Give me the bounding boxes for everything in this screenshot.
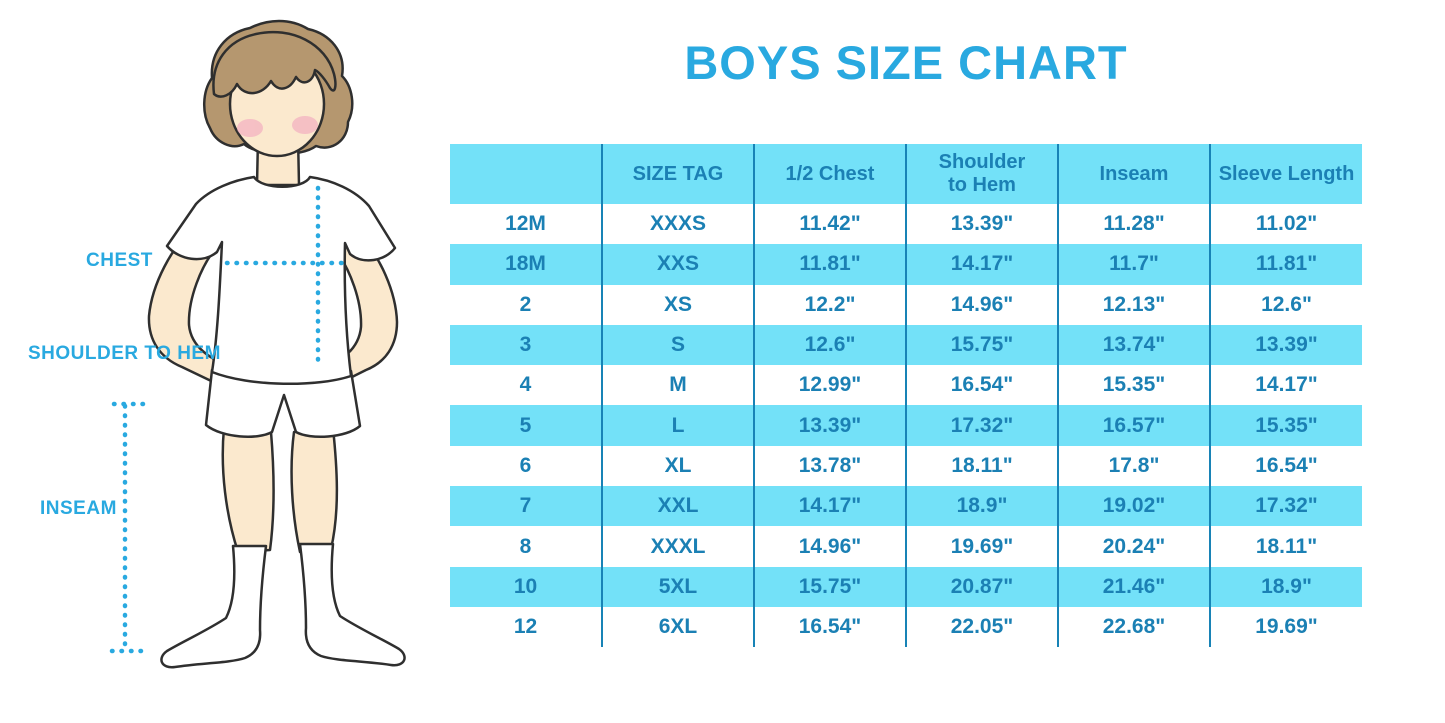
boy-shirt	[165, 175, 397, 385]
shoulder-to-hem-cell: 17.32"	[905, 405, 1058, 446]
boy-cheek-left	[237, 119, 263, 137]
size-cell: 4	[450, 365, 602, 406]
size-tag-cell: 6XL	[601, 606, 754, 648]
half-chest-cell: 11.81"	[753, 244, 906, 285]
chest-label: CHEST	[86, 250, 153, 271]
sleeve-length-cell: 17.32"	[1209, 486, 1362, 527]
boy-sock-right	[298, 542, 406, 667]
sleeve-length-cell: 13.39"	[1209, 324, 1362, 366]
half-chest-cell: 11.42"	[753, 204, 906, 245]
column-header-size-tag: SIZE TAG	[601, 144, 754, 204]
inseam-cell: 21.46"	[1057, 566, 1210, 607]
sleeve-length-cell: 14.17"	[1209, 365, 1362, 406]
column-header-sleeve-length: Sleeve Length	[1209, 144, 1362, 204]
half-chest-cell: 12.6"	[753, 324, 906, 366]
inseam-cell: 17.8"	[1057, 445, 1210, 487]
size-tag-cell: XXS	[601, 244, 754, 285]
size-cell: 18M	[450, 244, 602, 285]
table-row: 18M XXS 11.81" 14.17" 11.7" 11.81"	[450, 244, 1362, 285]
size-tag-cell: S	[601, 324, 754, 366]
column-header-shoulder-to-hem: Shoulder to Hem	[905, 144, 1058, 204]
boy-hair-fringe	[212, 30, 337, 98]
inseam-cell: 19.02"	[1057, 486, 1210, 527]
shoulder-to-hem-label: SHOULDER TO HEM	[28, 343, 221, 364]
shoulder-to-hem-cell: 14.96"	[905, 284, 1058, 325]
column-header-inseam: Inseam	[1057, 144, 1210, 204]
size-tag-cell: XXXL	[601, 526, 754, 567]
inseam-cell: 11.28"	[1057, 204, 1210, 245]
size-chart-table: SIZE TAG 1/2 Chest Shoulder to Hem Insea…	[450, 144, 1362, 648]
column-header-half-chest: 1/2 Chest	[753, 144, 906, 204]
size-tag-cell: 5XL	[601, 566, 754, 607]
shoulder-to-hem-cell: 13.39"	[905, 204, 1058, 245]
inseam-cell: 20.24"	[1057, 526, 1210, 567]
size-cell: 7	[450, 486, 602, 527]
half-chest-cell: 14.17"	[753, 486, 906, 527]
half-chest-cell: 15.75"	[753, 566, 906, 607]
column-header-size	[450, 144, 602, 204]
sleeve-length-cell: 18.9"	[1209, 566, 1362, 607]
size-cell: 10	[450, 566, 602, 607]
half-chest-cell: 14.96"	[753, 526, 906, 567]
boy-leg-left	[221, 426, 275, 554]
page-title: BOYS SIZE CHART	[684, 36, 1128, 89]
size-tag-cell: XXL	[601, 486, 754, 527]
inseam-label: INSEAM	[40, 498, 117, 519]
table-row: 4 M 12.99" 16.54" 15.35" 14.17"	[450, 365, 1362, 406]
table-row: 8 XXXL 14.96" 19.69" 20.24" 18.11"	[450, 526, 1362, 567]
size-cell: 2	[450, 284, 602, 325]
table-row: 10 5XL 15.75" 20.87" 21.46" 18.9"	[450, 566, 1362, 607]
table-row: 12 6XL 16.54" 22.05" 22.68" 19.69"	[450, 606, 1362, 648]
half-chest-cell: 16.54"	[753, 606, 906, 648]
sleeve-length-cell: 11.02"	[1209, 204, 1362, 245]
header-row: SIZE TAG 1/2 Chest Shoulder to Hem Insea…	[450, 144, 1362, 204]
size-cell: 5	[450, 405, 602, 446]
sleeve-length-cell: 19.69"	[1209, 606, 1362, 648]
shoulder-to-hem-cell: 16.54"	[905, 365, 1058, 406]
half-chest-cell: 12.2"	[753, 284, 906, 325]
half-chest-cell: 13.39"	[753, 405, 906, 446]
size-cell: 12M	[450, 204, 602, 245]
size-cell: 8	[450, 526, 602, 567]
size-tag-cell: L	[601, 405, 754, 446]
inseam-cell: 15.35"	[1057, 365, 1210, 406]
shoulder-to-hem-cell: 15.75"	[905, 324, 1058, 366]
table-row: 2 XS 12.2" 14.96" 12.13" 12.6"	[450, 284, 1362, 325]
size-tag-cell: M	[601, 365, 754, 406]
size-tag-cell: XS	[601, 284, 754, 325]
shoulder-to-hem-cell: 14.17"	[905, 244, 1058, 285]
size-tag-cell: XXXS	[601, 204, 754, 245]
shoulder-to-hem-cell: 19.69"	[905, 526, 1058, 567]
inseam-cell: 12.13"	[1057, 284, 1210, 325]
inseam-cell: 13.74"	[1057, 324, 1210, 366]
table-row: 5 L 13.39" 17.32" 16.57" 15.35"	[450, 405, 1362, 446]
inseam-cell: 11.7"	[1057, 244, 1210, 285]
sleeve-length-cell: 16.54"	[1209, 445, 1362, 487]
shoulder-to-hem-cell: 18.11"	[905, 445, 1058, 487]
boy-leg-right	[290, 426, 339, 554]
sleeve-length-cell: 12.6"	[1209, 284, 1362, 325]
size-cell: 6	[450, 445, 602, 487]
inseam-cell: 22.68"	[1057, 606, 1210, 648]
size-cell: 12	[450, 606, 602, 648]
table-row: 3 S 12.6" 15.75" 13.74" 13.39"	[450, 324, 1362, 366]
half-chest-cell: 12.99"	[753, 365, 906, 406]
half-chest-cell: 13.78"	[753, 445, 906, 487]
sleeve-length-cell: 11.81"	[1209, 244, 1362, 285]
boy-sock-left	[160, 544, 268, 669]
table-row: 12M XXXS 11.42" 13.39" 11.28" 11.02"	[450, 204, 1362, 245]
table-row: 7 XXL 14.17" 18.9" 19.02" 17.32"	[450, 486, 1362, 527]
shoulder-to-hem-cell: 20.87"	[905, 566, 1058, 607]
size-tag-cell: XL	[601, 445, 754, 487]
table-row: 6 XL 13.78" 18.11" 17.8" 16.54"	[450, 445, 1362, 487]
boy-illustration	[109, 19, 406, 669]
size-cell: 3	[450, 324, 602, 366]
shoulder-to-hem-cell: 18.9"	[905, 486, 1058, 527]
sleeve-length-cell: 18.11"	[1209, 526, 1362, 567]
inseam-cell: 16.57"	[1057, 405, 1210, 446]
shoulder-to-hem-cell: 22.05"	[905, 606, 1058, 648]
sleeve-length-cell: 15.35"	[1209, 405, 1362, 446]
boy-cheek-right	[292, 116, 318, 134]
